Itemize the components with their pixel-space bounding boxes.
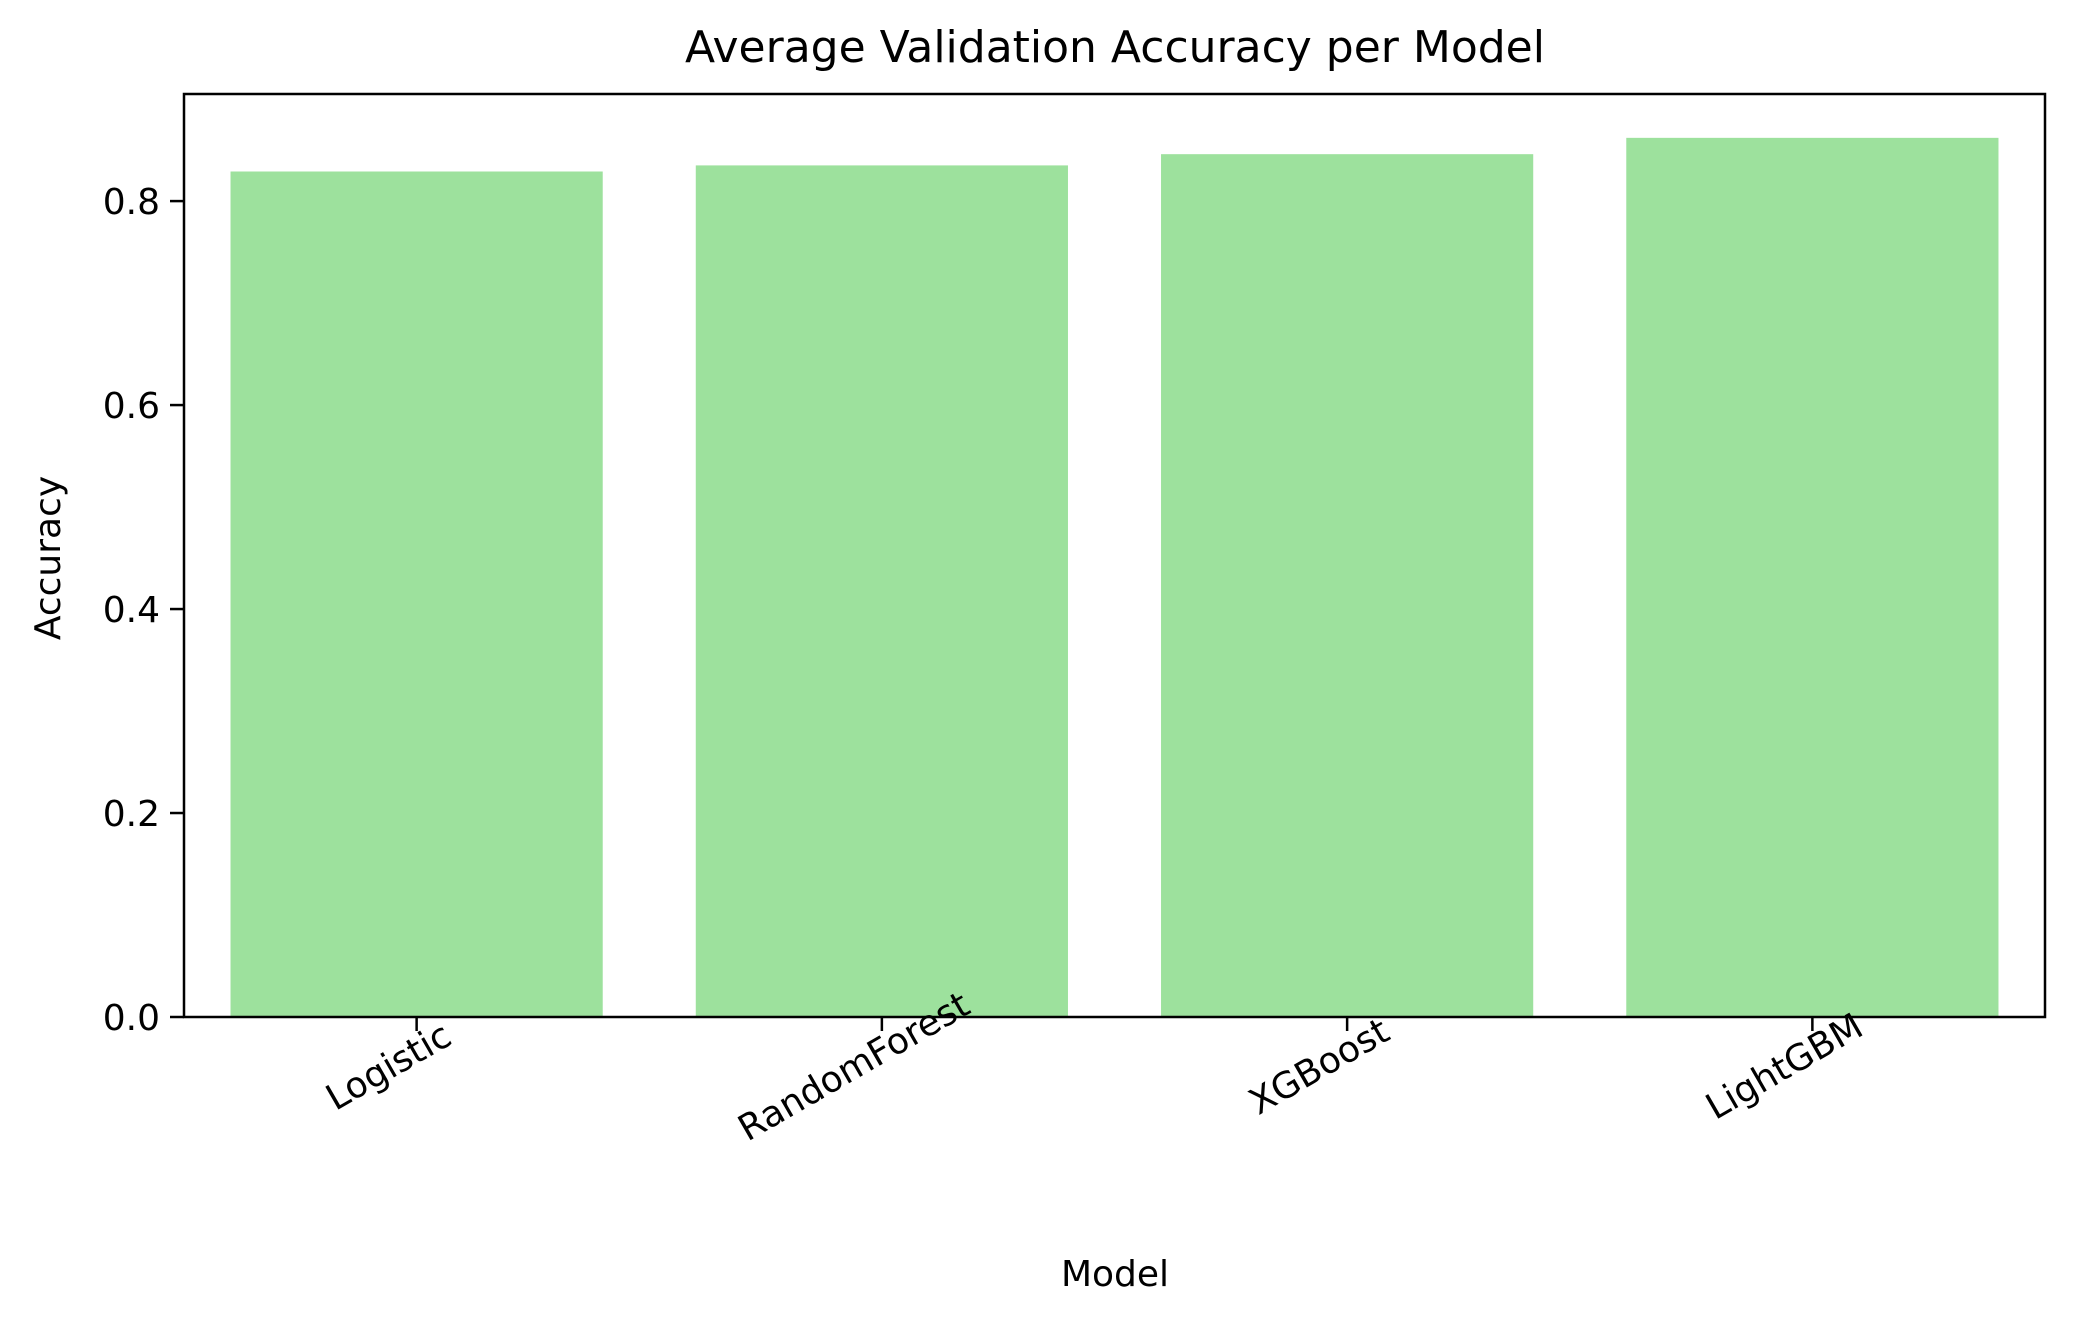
y-tick-label: 0.0 — [103, 998, 160, 1039]
chart-title: Average Validation Accuracy per Model — [685, 22, 1545, 73]
y-axis-label: Accuracy — [28, 476, 69, 640]
x-tick-label: LightGBM — [1699, 1006, 1870, 1128]
bar-lightgbm — [1626, 137, 1999, 1018]
bars-layer — [230, 137, 1999, 1018]
y-tick-label: 0.4 — [103, 590, 160, 631]
y-tick-label: 0.8 — [103, 182, 160, 223]
plot-frame — [182, 92, 2047, 1019]
bar-logistic — [230, 171, 603, 1017]
bar-xgboost — [1161, 154, 1534, 1018]
x-axis-label: Model — [1061, 1254, 1169, 1295]
y-tick-label: 0.2 — [103, 794, 160, 835]
x-tick-label: Logistic — [319, 1015, 458, 1119]
x-tick-label: XGBoost — [1242, 1011, 1396, 1124]
bar-randomforest — [695, 165, 1068, 1017]
y-tick-label: 0.6 — [103, 386, 160, 427]
